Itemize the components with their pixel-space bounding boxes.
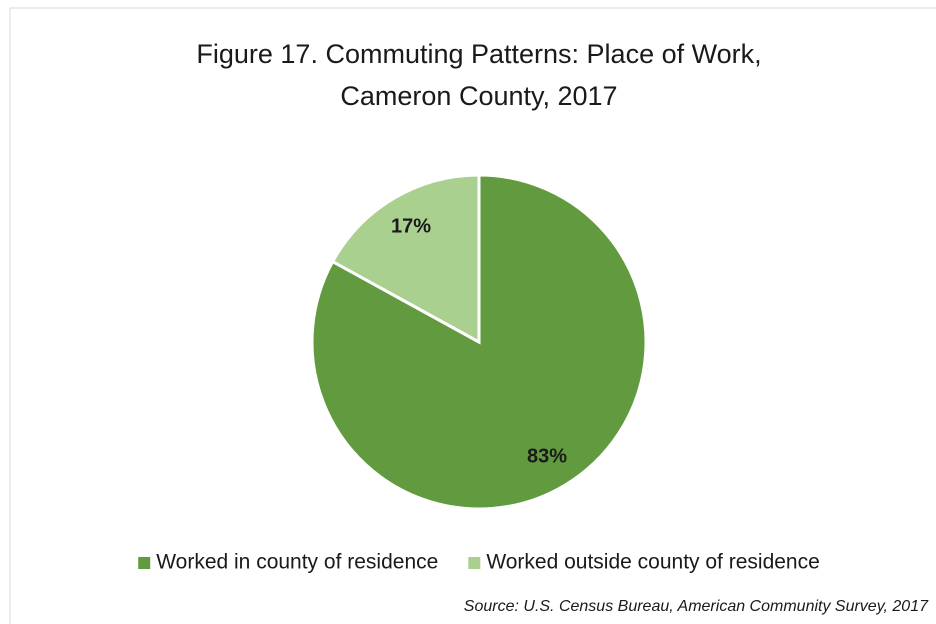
legend-swatch <box>138 557 151 569</box>
legend-label: Worked in county of residence <box>156 551 438 574</box>
data-label: 17% <box>391 215 431 237</box>
chart-title: Cameron County, 2017 <box>340 81 617 111</box>
pie-slice <box>330 173 481 345</box>
chart-title: Figure 17. Commuting Patterns: Place of … <box>196 39 761 69</box>
legend-label: Worked outside county of residence <box>486 551 819 574</box>
legend-swatch <box>468 557 481 569</box>
source-note: Source: U.S. Census Bureau, American Com… <box>464 598 929 615</box>
data-label: 83% <box>527 445 567 467</box>
